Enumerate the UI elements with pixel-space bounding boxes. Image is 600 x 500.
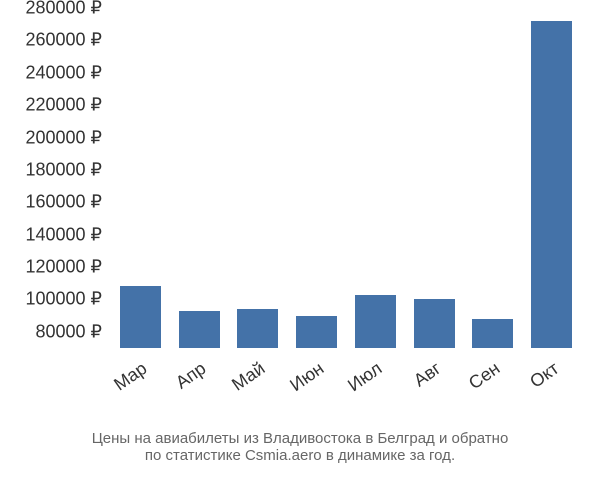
- bar: [531, 21, 572, 348]
- x-tick-label: Апр: [172, 358, 210, 393]
- x-axis-labels: Мар Апр Май Июн Июл Авг Сен Окт: [110, 358, 580, 428]
- bar: [237, 309, 278, 348]
- y-tick-label: 220000 ₽: [0, 95, 102, 116]
- bar: [179, 311, 220, 348]
- bar: [355, 295, 396, 348]
- bar: [414, 299, 455, 348]
- bar: [472, 319, 513, 348]
- x-tick-label: Мар: [111, 358, 152, 395]
- y-tick-label: 140000 ₽: [0, 224, 102, 245]
- y-tick-label: 280000 ₽: [0, 0, 102, 19]
- bar: [296, 316, 337, 348]
- y-tick-label: 180000 ₽: [0, 159, 102, 180]
- y-tick-label: 240000 ₽: [0, 62, 102, 83]
- y-tick-label: 80000 ₽: [0, 321, 102, 342]
- x-tick-label: Июл: [344, 358, 386, 396]
- bars-container: [111, 8, 580, 348]
- plot-area: [110, 8, 580, 348]
- x-tick-label: Июн: [286, 358, 328, 396]
- x-tick-label: Авг: [410, 358, 445, 391]
- y-tick-label: 200000 ₽: [0, 127, 102, 148]
- x-tick-label: Окт: [526, 358, 563, 393]
- price-bar-chart: 80000 ₽ 100000 ₽ 120000 ₽ 140000 ₽ 160000 ₽ 1…: [0, 0, 600, 500]
- y-tick-label: 160000 ₽: [0, 192, 102, 213]
- x-tick-label: Сен: [465, 358, 504, 394]
- caption-line: Цены на авиабилеты из Владивостока в Бел…: [0, 430, 600, 447]
- bar: [120, 286, 161, 348]
- caption-line: по статистике Csmia.aero в динамике за г…: [0, 447, 600, 464]
- y-tick-label: 120000 ₽: [0, 257, 102, 278]
- chart-caption: Цены на авиабилеты из Владивостока в Бел…: [0, 430, 600, 464]
- y-tick-label: 260000 ₽: [0, 30, 102, 51]
- x-tick-label: Май: [228, 358, 269, 395]
- y-axis-labels: 80000 ₽ 100000 ₽ 120000 ₽ 140000 ₽ 160000 ₽ 1…: [0, 8, 102, 348]
- y-tick-label: 100000 ₽: [0, 289, 102, 310]
